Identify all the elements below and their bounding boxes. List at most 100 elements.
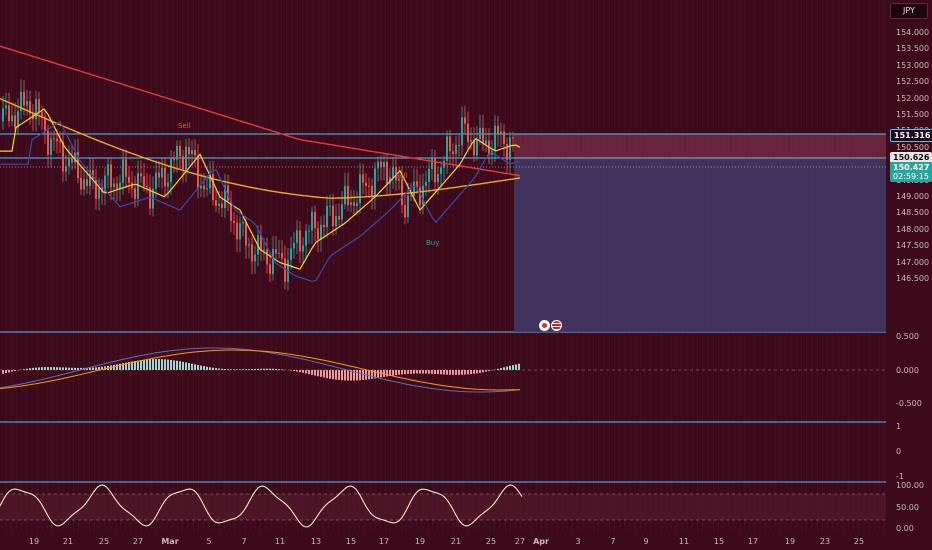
candle-body — [419, 187, 421, 206]
candle-body — [98, 187, 100, 199]
macd-histogram-bar — [437, 370, 439, 375]
candle-body — [422, 185, 424, 206]
candle-body — [35, 99, 37, 120]
candle-body — [470, 140, 472, 142]
candle-body — [116, 183, 118, 189]
macd-histogram-bar — [389, 370, 391, 377]
macd-histogram-bar — [59, 367, 61, 370]
candle-body — [155, 172, 157, 189]
candle-body — [308, 230, 310, 232]
macd-histogram-bar — [257, 368, 259, 370]
candle-body — [95, 179, 97, 199]
secondary-price-badge: 150.427 — [890, 162, 932, 173]
macd-histogram-bar — [8, 370, 10, 373]
price-tick: 148.000 — [896, 224, 930, 234]
candle-body — [143, 176, 145, 187]
symbol-badge[interactable]: JPY — [890, 3, 928, 19]
price-tick: 153.500 — [896, 44, 930, 54]
candle-body — [326, 205, 328, 227]
candle-body — [368, 185, 370, 187]
macd-histogram-bar — [275, 368, 277, 370]
macd-histogram-bar — [53, 367, 55, 370]
macd-histogram-bar — [401, 370, 403, 375]
candle-body — [302, 245, 304, 252]
macd-histogram-bar — [137, 360, 139, 370]
candle-body — [224, 185, 226, 209]
candle-body — [449, 136, 451, 152]
macd-histogram-bar — [323, 370, 325, 378]
candle-body — [452, 151, 454, 155]
macd-histogram-bar — [449, 370, 451, 375]
candle-body — [218, 203, 220, 206]
candle-body — [296, 230, 298, 243]
candle-body — [329, 205, 331, 207]
macd-histogram-bar — [47, 367, 49, 370]
candle-body — [263, 249, 265, 251]
candle-body — [209, 174, 211, 189]
date-label: 25 — [853, 537, 865, 546]
candle-body — [104, 175, 106, 193]
candle-body — [473, 140, 475, 156]
candle-body — [50, 138, 52, 155]
macd-histogram-bar — [425, 370, 427, 374]
macd-histogram-bar — [296, 370, 298, 372]
candle-body — [485, 140, 487, 145]
macd-histogram-bar — [149, 359, 151, 370]
candle-body — [62, 141, 64, 172]
candle-body — [461, 117, 463, 146]
candle-body — [203, 185, 205, 190]
macd-histogram-bar — [206, 366, 208, 370]
macd-histogram-bar — [371, 370, 373, 379]
candle-body — [17, 111, 19, 128]
date-label: 3 — [575, 537, 581, 546]
candle-body — [248, 244, 250, 246]
japan-flag-icon[interactable] — [539, 320, 550, 331]
macd-histogram-bar — [164, 359, 166, 370]
stoch-tick-top: 100.00 — [896, 481, 924, 490]
ma-50-line — [0, 120, 521, 282]
candle-body — [83, 179, 85, 190]
candle-body — [260, 234, 262, 250]
candle-body — [338, 216, 340, 220]
candle-body — [29, 101, 31, 114]
macd-histogram-bar — [317, 370, 319, 377]
macd-histogram-bar — [413, 370, 415, 374]
macd-histogram-bar — [392, 370, 394, 376]
candle-body — [275, 249, 277, 254]
candle-body — [122, 159, 124, 183]
date-label: 17 — [378, 537, 390, 546]
macd-histogram-bar — [35, 367, 37, 370]
macd-histogram-bar — [299, 370, 301, 373]
candle-body — [2, 108, 4, 122]
macd-histogram-bar — [233, 369, 235, 370]
candle-body — [443, 160, 445, 168]
us-flag-icon[interactable] — [551, 320, 562, 331]
macd-histogram-bar — [212, 367, 214, 370]
macd-histogram-bar — [182, 361, 184, 370]
macd-histogram-bar — [464, 370, 466, 375]
ma-20-line — [0, 108, 521, 270]
date-label: 5 — [206, 537, 212, 546]
candle-body — [314, 211, 316, 229]
macd-histogram-bar — [176, 360, 178, 370]
macd-tick-bottom: -0.500 — [896, 399, 922, 408]
candle-body — [197, 155, 199, 189]
macd-histogram-bar — [44, 367, 46, 370]
macd-histogram-bar — [188, 363, 190, 370]
macd-histogram-bar — [248, 369, 250, 370]
macd-histogram-bar — [443, 370, 445, 375]
stoch-line — [0, 484, 523, 528]
candle-body — [284, 258, 286, 282]
date-label: 25 — [485, 537, 497, 546]
price-tick: 149.000 — [896, 192, 930, 201]
macd-histogram-bar — [77, 367, 79, 370]
macd-histogram-bar — [359, 370, 361, 381]
macd-histogram-bar — [203, 366, 205, 370]
candle-body — [386, 161, 388, 184]
candle-body — [20, 91, 22, 112]
candle-body — [494, 125, 496, 152]
candle-body — [65, 165, 67, 172]
macd-histogram-bar — [224, 369, 226, 370]
